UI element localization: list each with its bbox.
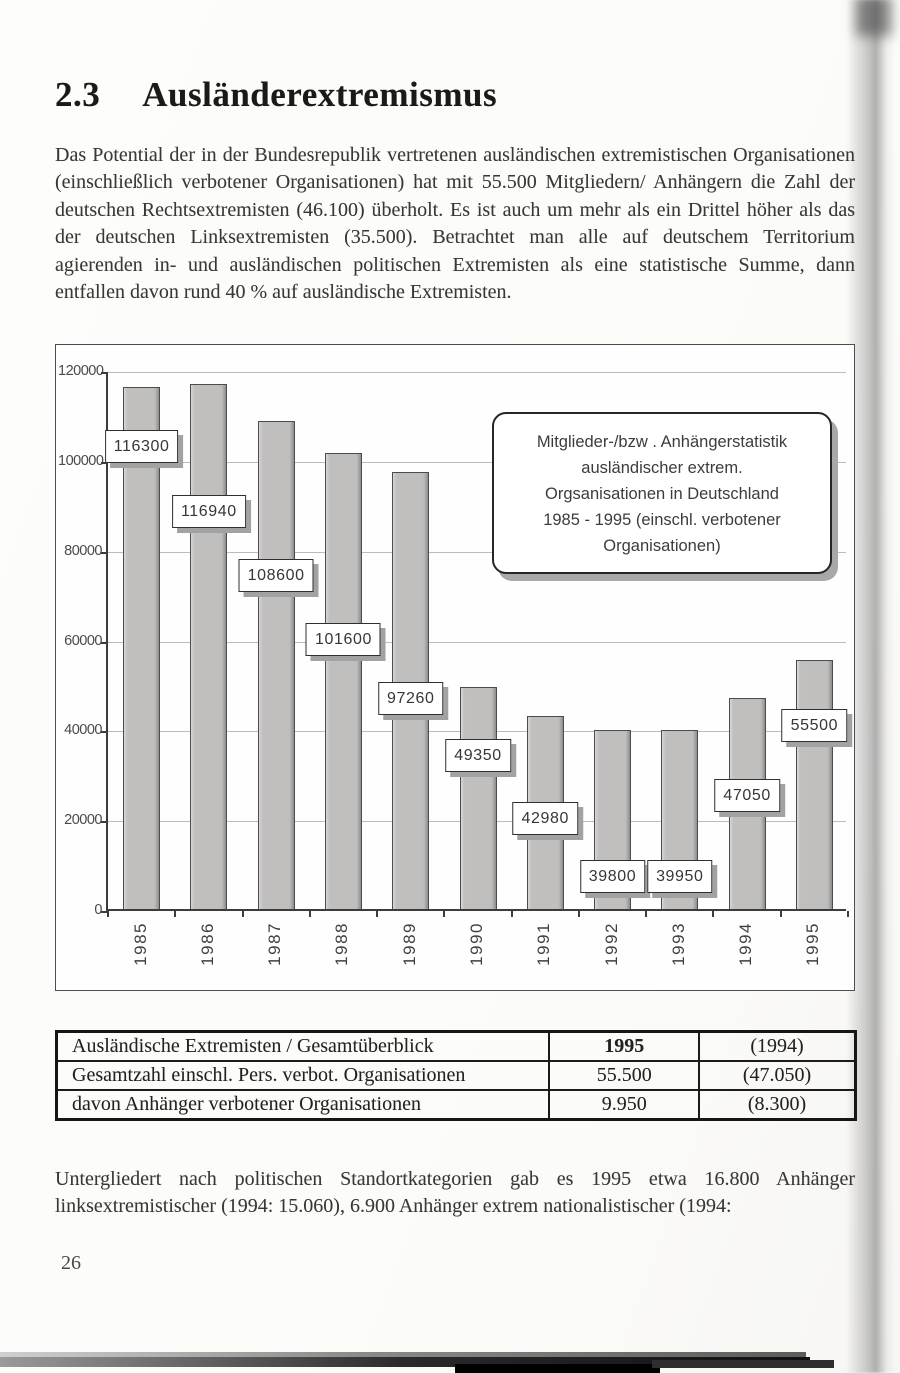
body-paragraph-continuation: Untergliedert nach politischen Standortk… <box>55 1168 855 1218</box>
table-header-cell: (1994) <box>697 1030 857 1062</box>
table-row: Gesamtzahl einschl. Pers. verbot. Organi… <box>55 1060 857 1091</box>
gridline <box>108 372 846 373</box>
y-axis-tick <box>101 461 108 464</box>
gridline <box>108 461 846 463</box>
x-axis-tick <box>847 911 849 917</box>
chart-legend: Mitglieder-/bzw . Anhängerstatistik ausl… <box>492 412 832 574</box>
table-row: davon Anhänger verbotener Organisationen… <box>55 1089 857 1121</box>
gridline <box>108 551 846 553</box>
x-axis-tick <box>577 911 580 917</box>
x-axis-label: 1992 <box>601 922 621 966</box>
bar <box>324 452 362 909</box>
x-axis-label: 1986 <box>197 922 217 966</box>
x-axis-tick <box>712 911 715 917</box>
bar-value-label: 39950 <box>647 860 713 894</box>
x-axis-tick <box>107 911 109 917</box>
bar-value-label: 116940 <box>172 494 246 528</box>
x-axis-label: 1995 <box>803 922 823 966</box>
page-bottom-edge <box>652 1360 834 1368</box>
bar-value-label: 47050 <box>714 779 780 813</box>
x-axis-label: 1991 <box>534 922 554 966</box>
y-axis-label: 0 <box>94 902 102 918</box>
x-axis-tick <box>241 911 244 917</box>
x-axis-tick <box>308 911 311 917</box>
page-number: 26 <box>61 1252 81 1274</box>
y-axis-label: 20000 <box>64 812 102 829</box>
y-axis-label: 60000 <box>64 632 102 649</box>
x-axis-tick <box>510 911 513 917</box>
y-axis-label: 100000 <box>58 452 104 469</box>
table-header-cell: Ausländische Extremisten / Gesamtüberbli… <box>55 1030 551 1062</box>
y-axis-label: 40000 <box>64 722 102 739</box>
bar <box>795 659 833 909</box>
y-axis-tick <box>101 911 108 913</box>
y-axis-label: 120000 <box>58 363 104 379</box>
page-bottom-edge <box>0 1352 806 1358</box>
section-heading: 2.3 Ausländerextremismus <box>55 75 497 115</box>
y-axis-tick <box>101 731 108 734</box>
x-axis-tick <box>443 911 446 917</box>
plot-area: 116300 116940 108600 101600 97260 49350 42980 3… <box>104 372 849 966</box>
table-cell: davon Anhänger verbotener Organisationen <box>55 1089 551 1121</box>
y-axis-tick <box>101 641 108 644</box>
table-cell: 9.950 <box>548 1089 700 1121</box>
y-axis-tick <box>101 372 108 374</box>
table-cell: (8.300) <box>697 1089 857 1121</box>
body-paragraph-intro: Das Potential der in der Bundesrepublik … <box>55 144 855 304</box>
x-axis-label: 1989 <box>399 922 419 966</box>
bar-value-label: 101600 <box>305 622 381 656</box>
x-axis-label: 1988 <box>332 922 352 966</box>
table-header-row: Ausländische Extremisten / Gesamtüberbli… <box>55 1030 857 1062</box>
x-axis-tick <box>779 911 782 917</box>
table-cell: Gesamtzahl einschl. Pers. verbot. Organi… <box>55 1060 551 1091</box>
table-cell: (47.050) <box>697 1060 857 1091</box>
bar-value-label: 49350 <box>445 739 511 773</box>
x-axis-label: 1994 <box>736 922 756 966</box>
bar-value-label: 42980 <box>512 801 579 835</box>
gridline <box>108 641 846 643</box>
x-axis-label: 1990 <box>467 922 486 966</box>
x-axis-tick <box>645 911 648 917</box>
x-axis-label: 1987 <box>265 922 285 966</box>
page-bottom-edge <box>0 1357 810 1367</box>
y-axis-tick <box>101 551 108 554</box>
x-axis-label: 1993 <box>668 922 688 966</box>
table-header-cell: 1995 <box>548 1030 700 1062</box>
x-axis-tick <box>376 911 379 917</box>
book-spine-shadow-top <box>856 0 892 36</box>
bar <box>257 421 295 909</box>
table-cell: 55.500 <box>548 1060 700 1091</box>
x-axis-tick <box>174 911 177 917</box>
x-axis-label: 1985 <box>130 922 150 966</box>
page-bottom-edge <box>455 1364 660 1373</box>
bar-chart: 116300 116940 108600 101600 97260 49350 42980 3… <box>55 344 855 991</box>
bar <box>190 383 228 909</box>
bar <box>459 687 497 909</box>
bar-value-label: 116300 <box>104 430 179 464</box>
bar <box>123 386 161 909</box>
bar-value-label: 39800 <box>579 860 646 894</box>
bar-value-label: 97260 <box>377 682 444 716</box>
bar-value-label: 108600 <box>238 559 314 593</box>
y-axis-tick <box>101 821 108 824</box>
section-number: 2.3 <box>55 75 101 115</box>
y-axis-label: 80000 <box>64 542 102 559</box>
section-title: Ausländerextremismus <box>142 75 498 115</box>
stats-table: Ausländische Extremisten / Gesamtüberbli… <box>55 1030 857 1121</box>
bar-value-label: 55500 <box>781 709 848 743</box>
